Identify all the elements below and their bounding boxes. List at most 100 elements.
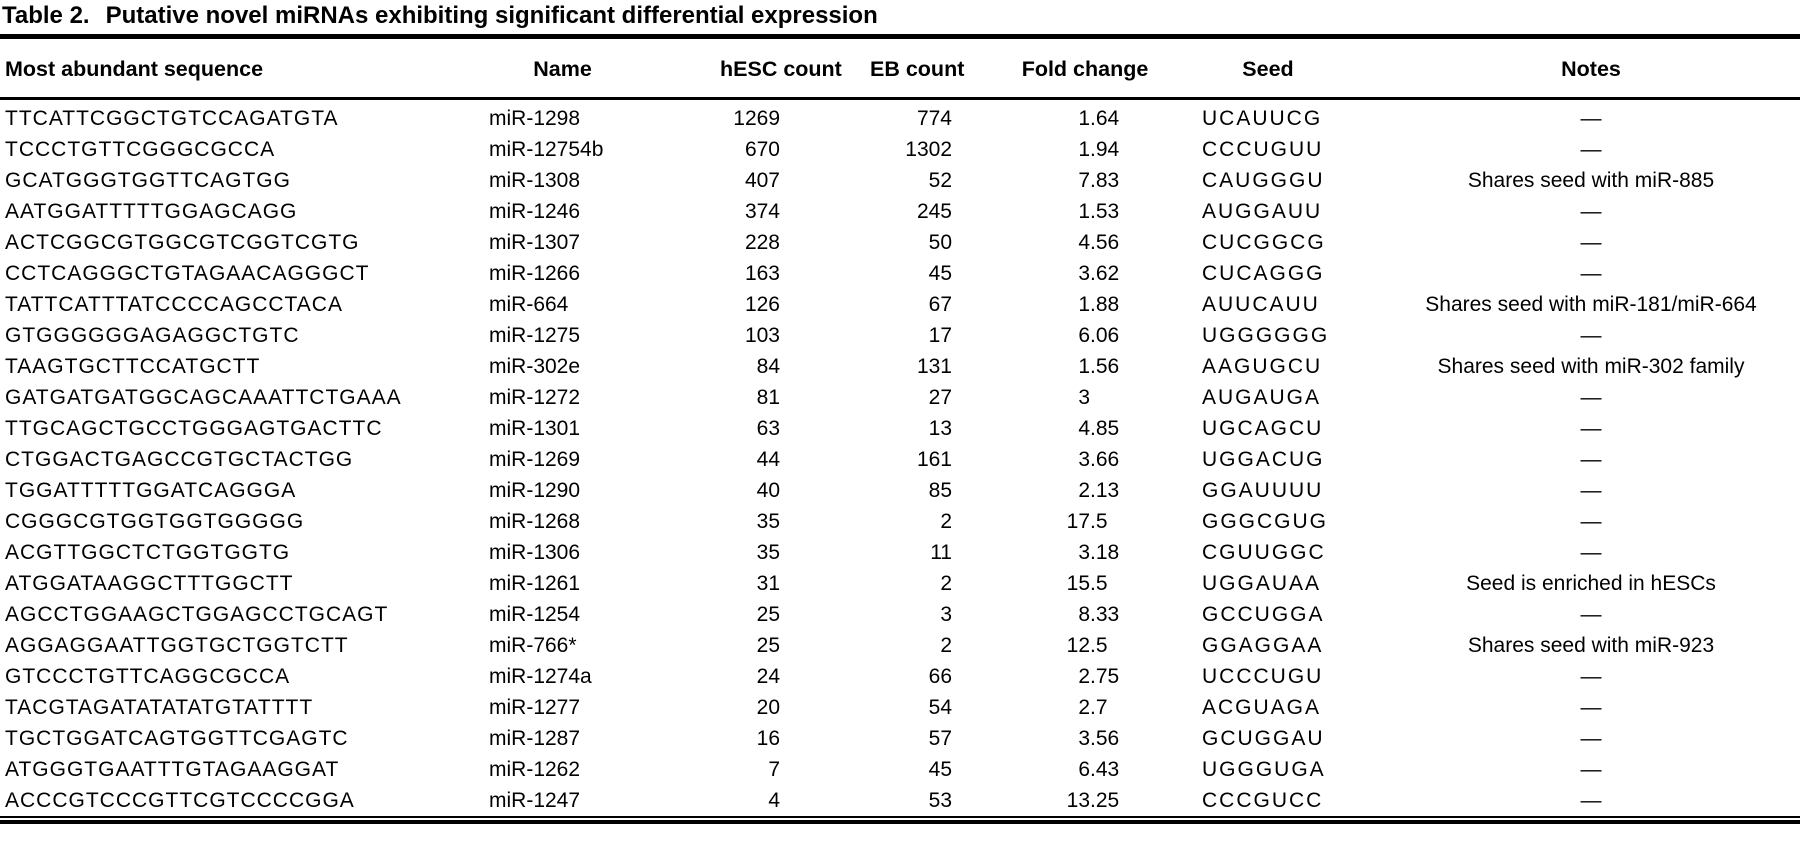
fold-change-fraction: .06 bbox=[1090, 324, 1120, 347]
fold-change-fraction: .56 bbox=[1090, 727, 1120, 750]
fold-change-cell: 1.94 bbox=[952, 134, 1202, 165]
column-header-seed: Seed bbox=[1242, 56, 1294, 81]
sequence-cell: ACGTTGGCTCTGGTGGTG bbox=[5, 541, 291, 564]
hesc-count-cell: 40 bbox=[756, 479, 780, 502]
hesc-count-cell: 163 bbox=[744, 262, 780, 285]
hesc-count-cell: 7 bbox=[768, 758, 780, 781]
eb-count-cell: 57 bbox=[928, 727, 952, 750]
fold-change-integer: 4 bbox=[1078, 417, 1090, 440]
mirna-name-cell: miR-302e bbox=[489, 355, 581, 378]
fold-change-fraction: .13 bbox=[1090, 479, 1120, 502]
fold-change-fraction: .18 bbox=[1090, 541, 1120, 564]
eb-count-cell: 50 bbox=[928, 231, 952, 254]
mirna-name-cell: miR-1272 bbox=[489, 386, 581, 409]
seed-cell: ACGUAGA bbox=[1202, 696, 1322, 719]
sequence-cell: TGGATTTTTGGATCAGGGA bbox=[5, 479, 297, 502]
notes-cell: — bbox=[1580, 386, 1602, 409]
mirna-name-cell: miR-1246 bbox=[489, 200, 581, 223]
hesc-count-cell: 35 bbox=[756, 541, 780, 564]
hesc-count-cell: 20 bbox=[756, 696, 780, 719]
fold-change-fraction: .88 bbox=[1090, 293, 1120, 316]
notes-cell: — bbox=[1580, 758, 1602, 781]
seed-cell: CCCUGUU bbox=[1202, 138, 1324, 161]
seed-cell: AUUCAUU bbox=[1202, 293, 1320, 316]
fold-change-integer: 8 bbox=[1078, 603, 1090, 626]
seed-cell: UGCAGCU bbox=[1202, 417, 1324, 440]
seed-cell: GCUGGAU bbox=[1202, 727, 1325, 750]
eb-count-cell: 52 bbox=[928, 169, 952, 192]
fold-change-fraction: .25 bbox=[1090, 789, 1120, 812]
sequence-cell: AGCCTGGAAGCTGGAGCCTGCAGT bbox=[5, 603, 389, 626]
hesc-count-cell: 1269 bbox=[733, 107, 780, 130]
fold-change-cell: 6.43 bbox=[952, 754, 1202, 785]
table-number-label: Table 2. bbox=[2, 2, 90, 29]
fold-change-fraction: .7 bbox=[1090, 696, 1108, 719]
mirna-name-cell: miR-1275 bbox=[489, 324, 581, 347]
sequence-cell: CCTCAGGGCTGTAGAACAGGGCT bbox=[5, 262, 370, 285]
mirna-name-cell: miR-1277 bbox=[489, 696, 581, 719]
eb-count-cell: 3 bbox=[940, 603, 952, 626]
eb-count-cell: 2 bbox=[940, 634, 952, 657]
fold-change-integer: 1 bbox=[1078, 293, 1090, 316]
fold-change-cell: 6.06 bbox=[952, 320, 1202, 351]
fold-change-integer: 3 bbox=[1078, 541, 1090, 564]
hesc-count-cell: 25 bbox=[756, 603, 780, 626]
column-header-notes: Notes bbox=[1561, 56, 1621, 81]
seed-cell: UCCCUGU bbox=[1202, 665, 1324, 688]
sequence-cell: GTGGGGGGAGAGGCTGTC bbox=[5, 324, 300, 347]
hesc-count-cell: 228 bbox=[744, 231, 780, 254]
mirna-name-cell: miR-1247 bbox=[489, 789, 581, 812]
mirna-name-cell: miR-1306 bbox=[489, 541, 581, 564]
notes-cell: — bbox=[1580, 603, 1602, 626]
fold-change-integer: 6 bbox=[1078, 758, 1090, 781]
eb-count-cell: 1302 bbox=[905, 138, 952, 161]
eb-count-cell: 67 bbox=[928, 293, 952, 316]
notes-cell: — bbox=[1580, 665, 1602, 688]
fold-change-integer: 3 bbox=[1078, 727, 1090, 750]
table-title: Table 2. Putative novel miRNAs exhibiting… bbox=[2, 2, 878, 30]
sequence-cell: GTCCCTGTTCAGGCGCCA bbox=[5, 665, 291, 688]
mirna-name-cell: miR-1298 bbox=[489, 107, 581, 130]
fold-change-fraction: .43 bbox=[1090, 758, 1120, 781]
notes-cell: Shares seed with miR-302 family bbox=[1437, 355, 1745, 378]
mirna-name-cell: miR-1269 bbox=[489, 448, 581, 471]
fold-change-fraction: .5 bbox=[1090, 634, 1108, 657]
fold-change-fraction: .64 bbox=[1090, 107, 1120, 130]
seed-cell: CUCGGCG bbox=[1202, 231, 1326, 254]
fold-change-fraction: .62 bbox=[1090, 262, 1120, 285]
eb-count-cell: 2 bbox=[940, 510, 952, 533]
hesc-count-cell: 670 bbox=[744, 138, 780, 161]
eb-count-cell: 11 bbox=[930, 541, 952, 564]
column-header-eb-count: EB count bbox=[870, 56, 965, 81]
notes-cell: — bbox=[1580, 417, 1602, 440]
column-header-fold-change: Fold change bbox=[1021, 56, 1149, 81]
mirna-name-cell: miR-1301 bbox=[489, 417, 581, 440]
fold-change-cell: 12.5 bbox=[952, 630, 1202, 661]
mirna-name-cell: miR-1261 bbox=[489, 572, 581, 595]
fold-change-integer: 2 bbox=[1078, 479, 1090, 502]
notes-cell: — bbox=[1580, 107, 1602, 130]
eb-count-cell: 66 bbox=[928, 665, 952, 688]
sequence-cell: TCCCTGTTCGGGCGCCA bbox=[5, 138, 276, 161]
seed-cell: GGAGGAA bbox=[1202, 634, 1324, 657]
mirna-name-cell: miR-1308 bbox=[489, 169, 581, 192]
eb-count-cell: 27 bbox=[928, 386, 952, 409]
notes-cell: — bbox=[1580, 727, 1602, 750]
column-header-hesc-count: hESC count bbox=[720, 56, 842, 81]
table-header-row: Most abundant sequence Name hESC count E… bbox=[0, 41, 1800, 97]
mirna-name-cell: miR-1290 bbox=[489, 479, 581, 502]
fold-change-integer: 2 bbox=[1078, 665, 1090, 688]
column-header-name: Name bbox=[533, 56, 592, 81]
fold-change-cell: 4.85 bbox=[952, 413, 1202, 444]
sequence-cell: ACTCGGCGTGGCGTCGGTCGTG bbox=[5, 231, 360, 254]
sequence-cell: TGCTGGATCAGTGGTTCGAGTC bbox=[5, 727, 349, 750]
notes-cell: Seed is enriched in hESCs bbox=[1466, 572, 1716, 595]
hesc-count-cell: 25 bbox=[756, 634, 780, 657]
fold-change-integer: 4 bbox=[1078, 231, 1090, 254]
eb-count-cell: 45 bbox=[928, 758, 952, 781]
seed-cell: AUGGAUU bbox=[1202, 200, 1323, 223]
fold-change-cell: 1.53 bbox=[952, 196, 1202, 227]
seed-cell: CCCGUCC bbox=[1202, 789, 1324, 812]
fold-change-integer: 1 bbox=[1078, 200, 1090, 223]
